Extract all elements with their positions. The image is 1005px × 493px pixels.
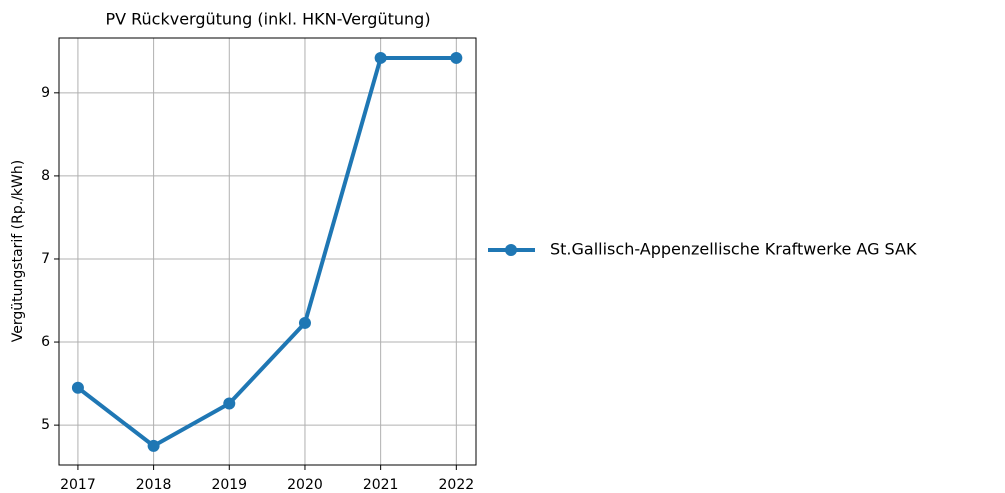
point [298,316,311,329]
x-tick-label: 2021 [363,477,399,493]
x-tick-label: 2018 [136,477,172,493]
point [450,51,463,64]
x-tick-label: 2017 [60,477,96,493]
plot-frame [58,37,477,466]
point [374,51,387,64]
point [71,381,84,394]
y-tick-label: 8 [41,168,50,184]
y-tick-label: 7 [41,251,50,267]
x-tick-label: 2020 [287,477,323,493]
legend-label: St.Gallisch-Appenzellische Kraftwerke AG… [550,240,917,259]
point [223,397,236,410]
y-tick-label: 6 [41,334,50,350]
y-tick-label: 5 [41,417,50,433]
y-tick-label: 9 [41,85,50,101]
chart-title: PV Rückvergütung (inkl. HKN-Vergütung) [105,10,430,29]
point [147,439,160,452]
legend-marker [505,244,517,256]
line [76,55,457,448]
x-tick-label: 2022 [439,477,475,493]
y-axis-label: Vergütungstarif (Rp./kWh) [10,160,26,342]
x-tick-label: 2019 [211,477,247,493]
